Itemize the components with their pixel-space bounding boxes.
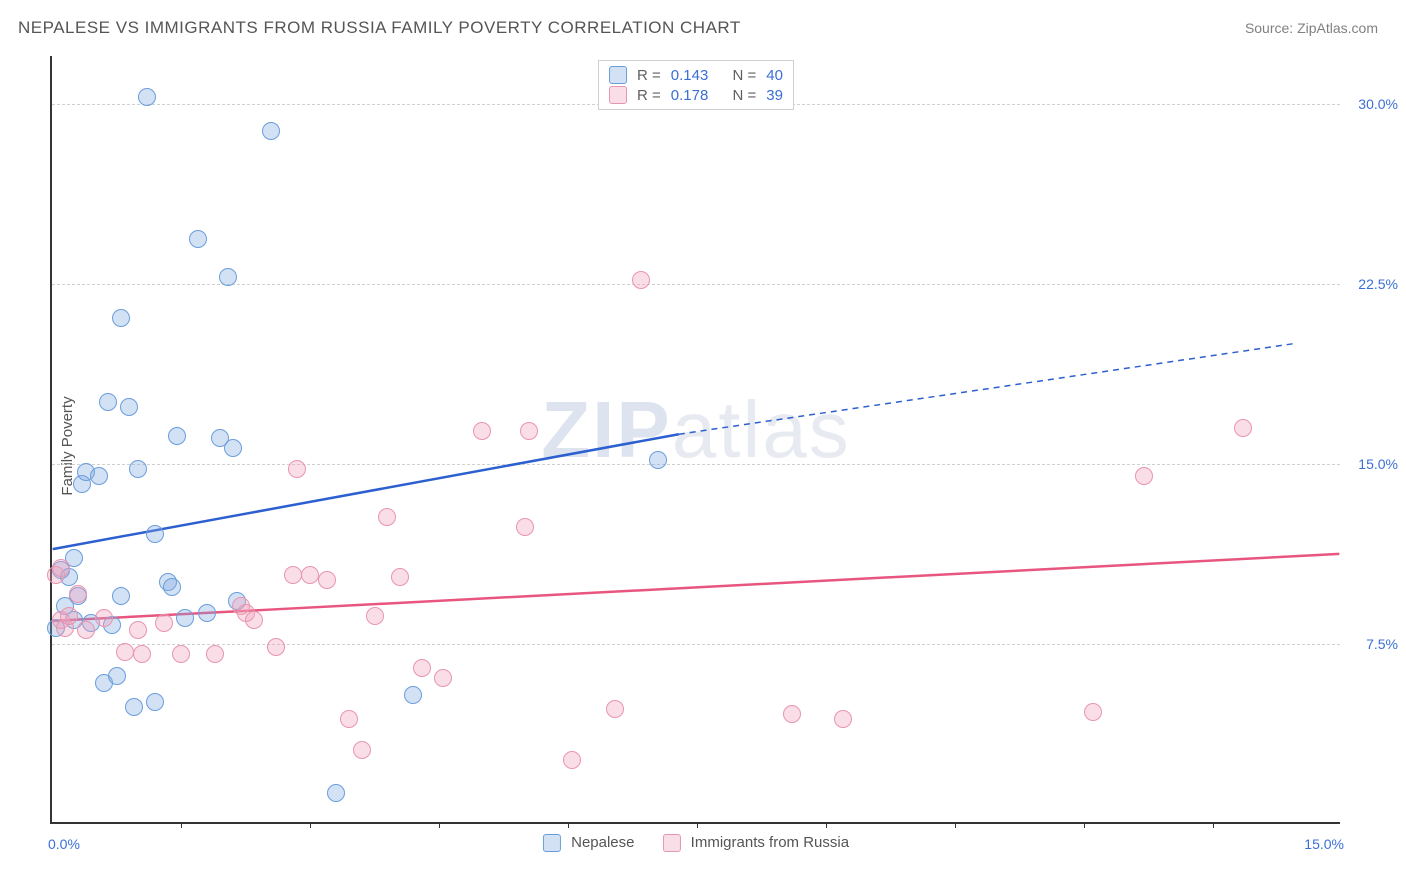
data-point-russia <box>133 645 151 663</box>
data-point-nepalese <box>649 451 667 469</box>
watermark: ZIPatlas <box>541 384 850 476</box>
x-tick <box>568 822 569 828</box>
data-point-nepalese <box>146 693 164 711</box>
legend-swatch-nepalese <box>609 66 627 84</box>
legend-swatch-russia-icon <box>663 834 681 852</box>
data-point-russia <box>340 710 358 728</box>
y-tick-label: 15.0% <box>1346 456 1398 472</box>
data-point-russia <box>69 585 87 603</box>
plot-area: ZIPatlas 7.5%15.0%22.5%30.0% R = 0.143 N… <box>50 56 1340 824</box>
data-point-nepalese <box>219 268 237 286</box>
data-point-nepalese <box>99 393 117 411</box>
data-point-russia <box>288 460 306 478</box>
data-point-russia <box>1135 467 1153 485</box>
data-point-russia <box>129 621 147 639</box>
data-point-russia <box>267 638 285 656</box>
data-point-russia <box>52 559 70 577</box>
x-tick-label-max: 15.0% <box>1304 836 1344 852</box>
data-point-russia <box>206 645 224 663</box>
data-point-nepalese <box>120 398 138 416</box>
trend-lines <box>52 56 1340 822</box>
gridline <box>52 284 1340 285</box>
data-point-russia <box>434 669 452 687</box>
legend-swatch-nepalese-icon <box>543 834 561 852</box>
data-point-russia <box>353 741 371 759</box>
data-point-nepalese <box>112 309 130 327</box>
data-point-russia <box>834 710 852 728</box>
legend-swatch-russia <box>609 86 627 104</box>
data-point-nepalese <box>176 609 194 627</box>
y-tick-label: 30.0% <box>1346 96 1398 112</box>
legend-item-nepalese: Nepalese <box>543 834 635 852</box>
x-tick <box>181 822 182 828</box>
data-point-nepalese <box>189 230 207 248</box>
data-point-nepalese <box>163 578 181 596</box>
data-point-russia <box>632 271 650 289</box>
data-point-russia <box>1234 419 1252 437</box>
data-point-russia <box>155 614 173 632</box>
data-point-nepalese <box>327 784 345 802</box>
data-point-nepalese <box>262 122 280 140</box>
data-point-russia <box>1084 703 1102 721</box>
gridline <box>52 464 1340 465</box>
data-point-nepalese <box>108 667 126 685</box>
data-point-nepalese <box>138 88 156 106</box>
data-point-russia <box>172 645 190 663</box>
legend-row-russia: R = 0.178 N = 39 <box>609 85 783 105</box>
data-point-russia <box>245 611 263 629</box>
x-tick <box>697 822 698 828</box>
data-point-russia <box>77 621 95 639</box>
legend-item-russia: Immigrants from Russia <box>663 834 850 852</box>
x-tick <box>310 822 311 828</box>
x-tick <box>1213 822 1214 828</box>
legend-series: Nepalese Immigrants from Russia <box>543 834 849 852</box>
legend-row-nepalese: R = 0.143 N = 40 <box>609 65 783 85</box>
y-tick-label: 22.5% <box>1346 276 1398 292</box>
data-point-russia <box>520 422 538 440</box>
y-tick-label: 7.5% <box>1346 636 1398 652</box>
data-point-nepalese <box>198 604 216 622</box>
source-attribution: Source: ZipAtlas.com <box>1245 20 1378 36</box>
data-point-russia <box>413 659 431 677</box>
data-point-russia <box>116 643 134 661</box>
data-point-russia <box>516 518 534 536</box>
data-point-russia <box>95 609 113 627</box>
data-point-russia <box>284 566 302 584</box>
x-tick <box>439 822 440 828</box>
data-point-nepalese <box>129 460 147 478</box>
data-point-russia <box>391 568 409 586</box>
x-tick-label-min: 0.0% <box>48 836 80 852</box>
data-point-russia <box>563 751 581 769</box>
data-point-russia <box>378 508 396 526</box>
data-point-russia <box>606 700 624 718</box>
data-point-russia <box>473 422 491 440</box>
legend-correlation: R = 0.143 N = 40 R = 0.178 N = 39 <box>598 60 794 110</box>
data-point-russia <box>783 705 801 723</box>
data-point-nepalese <box>224 439 242 457</box>
chart-title: NEPALESE VS IMMIGRANTS FROM RUSSIA FAMIL… <box>18 18 741 38</box>
data-point-nepalese <box>146 525 164 543</box>
data-point-nepalese <box>112 587 130 605</box>
x-tick <box>826 822 827 828</box>
data-point-nepalese <box>404 686 422 704</box>
data-point-nepalese <box>90 467 108 485</box>
data-point-russia <box>318 571 336 589</box>
data-point-nepalese <box>125 698 143 716</box>
data-point-nepalese <box>168 427 186 445</box>
data-point-russia <box>60 607 78 625</box>
x-tick <box>955 822 956 828</box>
gridline <box>52 644 1340 645</box>
trendline-extrapolated-nepalese <box>679 343 1297 434</box>
data-point-russia <box>366 607 384 625</box>
data-point-russia <box>301 566 319 584</box>
x-tick <box>1084 822 1085 828</box>
